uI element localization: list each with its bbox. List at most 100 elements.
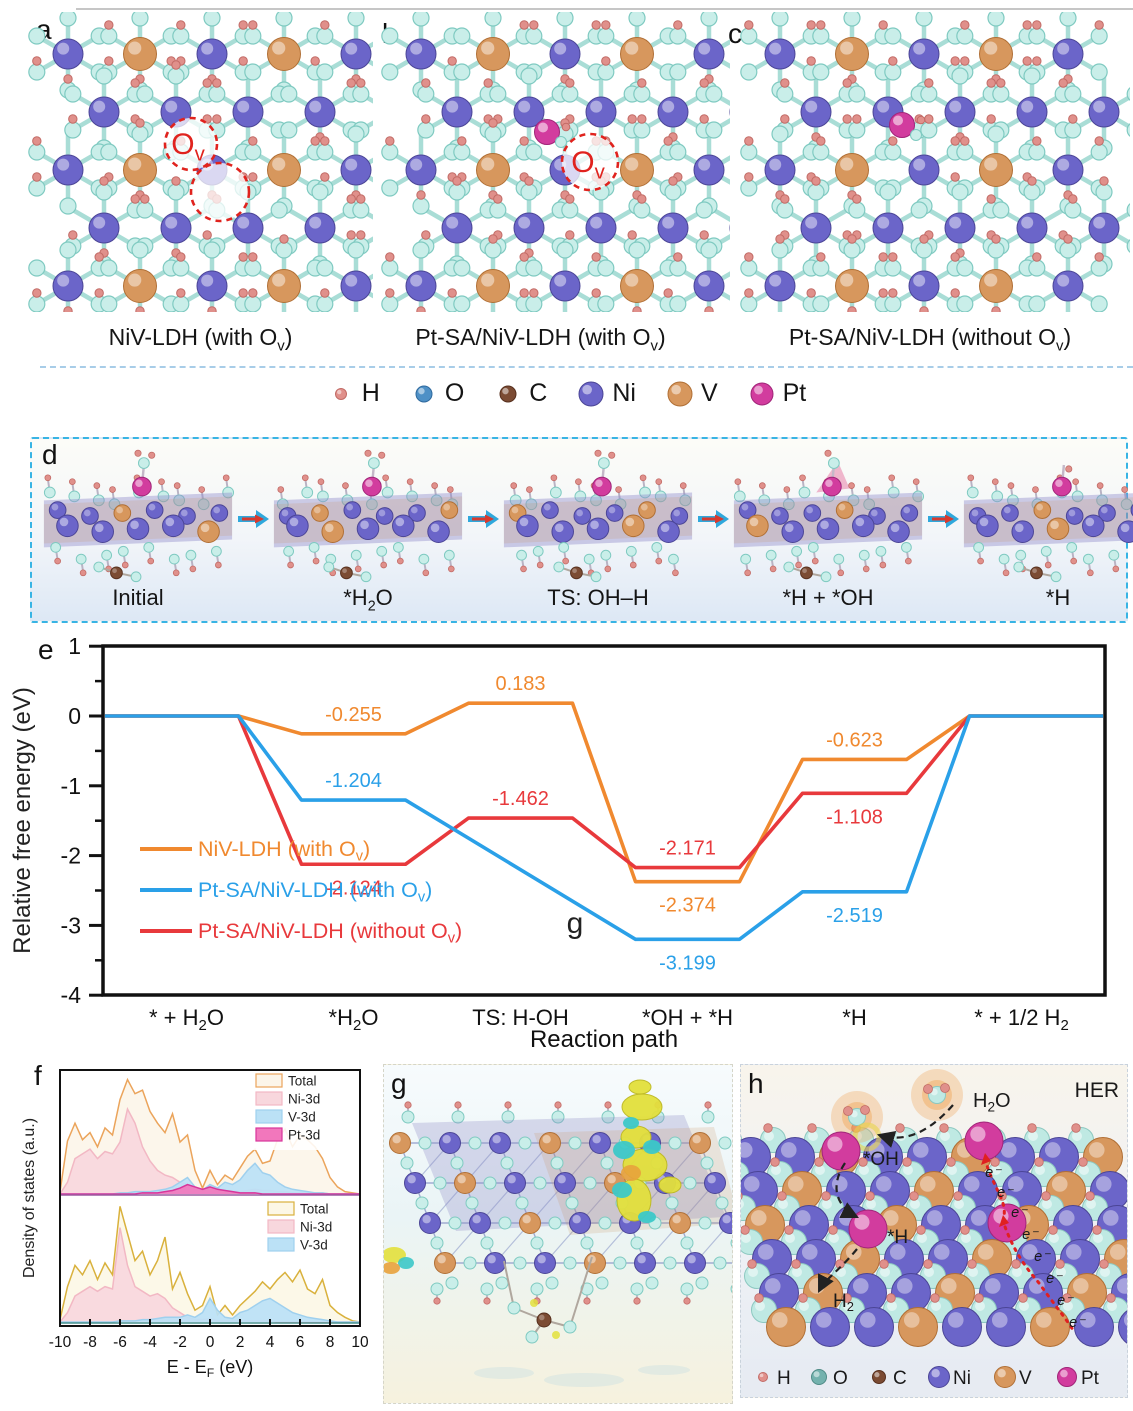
top-rule: [76, 8, 1133, 10]
svg-text:Density of states (a.u.): Density of states (a.u.): [21, 1118, 38, 1278]
svg-text:e⁻: e⁻: [1011, 1205, 1028, 1221]
svg-text:e⁻: e⁻: [1069, 1315, 1086, 1331]
svg-text:4: 4: [266, 1334, 275, 1351]
pathway-structure: [733, 449, 925, 583]
svg-text:Pt-3d: Pt-3d: [288, 1128, 320, 1143]
pt-single-atom: [821, 1131, 861, 1171]
svg-text:HER: HER: [1075, 1079, 1119, 1102]
pathway-step-label: Initial: [112, 585, 164, 610]
pt-single-atom: [964, 1121, 1004, 1161]
svg-text:* + 1/2 H2: * + 1/2 H2: [974, 1005, 1069, 1034]
svg-text:V: V: [1019, 1368, 1032, 1389]
step-arrow-icon: [468, 510, 499, 528]
svg-text:Ni: Ni: [953, 1368, 971, 1389]
svg-text:*H: *H: [842, 1005, 866, 1030]
legend-label: Ni: [612, 378, 636, 407]
h-atom-icon: [334, 388, 347, 400]
pt-single-atom: [592, 476, 612, 497]
svg-text:-0.623: -0.623: [826, 729, 883, 751]
svg-text:TS: H-OH: TS: H-OH: [472, 1005, 569, 1030]
svg-text:-1.462: -1.462: [492, 788, 549, 810]
caption-b: Pt-SA/NiV-LDH (with Ov): [415, 324, 666, 355]
svg-text:H2: H2: [833, 1291, 854, 1314]
legend-item-v: V: [666, 379, 718, 408]
svg-text:*H: *H: [887, 1227, 908, 1248]
panel-d-pathway: Initial *H2O TS: OH–H *H + *OH *H: [30, 437, 1133, 623]
svg-text:0: 0: [68, 703, 81, 729]
svg-text:e⁻: e⁻: [1022, 1227, 1039, 1243]
svg-text:* + H2O: * + H2O: [149, 1005, 224, 1034]
pathway-structure: [43, 449, 235, 583]
dos-series-v-3d: [60, 1296, 360, 1323]
legend-label: Pt: [782, 378, 807, 407]
svg-text:V-3d: V-3d: [300, 1238, 328, 1253]
pathway-step-1: *H2O: [270, 443, 466, 614]
svg-text:C: C: [893, 1368, 907, 1389]
svg-text:Ni-3d: Ni-3d: [288, 1092, 320, 1107]
legend-label: C: [529, 378, 548, 407]
svg-text:-2: -2: [173, 1334, 187, 1351]
panel-g-scene: [384, 1079, 732, 1387]
oxygen-vacancy-circle: [560, 132, 620, 192]
svg-text:H: H: [777, 1368, 791, 1389]
water-to-oh-arrow: [876, 1104, 954, 1148]
pathway-step-4: *H: [960, 443, 1133, 611]
svg-text:Pt: Pt: [1081, 1368, 1100, 1389]
svg-text:-2.374: -2.374: [659, 895, 716, 917]
caption-c: Pt-SA/NiV-LDH (without Ov): [788, 324, 1072, 355]
svg-text:e⁻: e⁻: [1057, 1293, 1074, 1309]
pathway-step-label: TS: OH–H: [547, 585, 649, 610]
panel-h-scene: e⁻ e⁻ e⁻ e⁻ e⁻ e⁻ e⁻ e⁻ H2O HER *OH *H H2 H O C Ni V Pt: [741, 1069, 1127, 1395]
pt-single-atom: [889, 112, 915, 138]
svg-text:1: 1: [68, 633, 81, 659]
svg-text:-4: -4: [61, 982, 82, 1008]
charge-isosurface: [384, 1079, 682, 1274]
svg-text:Ni-3d: Ni-3d: [300, 1220, 332, 1235]
dos-series-pt-3d: [60, 1183, 360, 1195]
svg-text:Relative free energy (eV): Relative free energy (eV): [9, 687, 36, 954]
svg-text:g: g: [567, 907, 584, 940]
h-to-h2-arrow: [818, 1248, 858, 1293]
svg-text:Total: Total: [300, 1202, 329, 1217]
panel-label-c: c: [728, 18, 742, 49]
svg-text:Ov: Ov: [571, 146, 605, 184]
pt-single-atom: [362, 476, 382, 497]
svg-text:*OH: *OH: [863, 1149, 899, 1170]
pathway-step-label: *H2O: [343, 585, 393, 615]
legend-item-h: H: [327, 379, 380, 408]
svg-text:-8: -8: [83, 1334, 97, 1351]
svg-text:-2.171: -2.171: [659, 838, 716, 860]
panel-g-charge-density: [383, 1064, 733, 1404]
legend-item-ni: Ni: [577, 379, 636, 408]
svg-text:e⁻: e⁻: [1046, 1271, 1063, 1287]
pathway-structure: [273, 449, 463, 583]
oxygen-vacancy-circle: [163, 116, 219, 172]
svg-text:Ov: Ov: [171, 128, 205, 166]
svg-text:-1: -1: [61, 773, 81, 799]
legend-label: H: [361, 378, 380, 407]
svg-text:*H2O: *H2O: [329, 1005, 379, 1034]
svg-text:-2.519: -2.519: [826, 905, 883, 927]
caption-a: NiV-LDH (with Ov): [108, 324, 293, 355]
svg-text:Pt-SA/NiV-LDH (without Ov): Pt-SA/NiV-LDH (without Ov): [198, 919, 462, 947]
svg-text:-1.204: -1.204: [325, 770, 382, 792]
svg-text:O: O: [833, 1368, 848, 1389]
panel-label-f: f: [34, 1060, 42, 1091]
svg-text:Pt-SA/NiV-LDH (with Ov): Pt-SA/NiV-LDH (with Ov): [198, 878, 432, 906]
legend-label: V: [700, 378, 718, 407]
svg-text:-2: -2: [61, 843, 81, 869]
pathway-step-3: *H + *OH: [730, 443, 926, 611]
svg-text:8: 8: [326, 1334, 335, 1351]
svg-text:-6: -6: [113, 1334, 127, 1351]
panel-b-structure: Ov: [381, 12, 730, 312]
svg-text:-3: -3: [61, 912, 81, 938]
svg-text:-1.108: -1.108: [826, 806, 883, 828]
panel-label-g: g: [391, 1068, 407, 1099]
pathway-step-label: *H + *OH: [782, 585, 874, 610]
svg-text:*OH + *H: *OH + *H: [642, 1005, 733, 1030]
pt-single-atom: [534, 119, 560, 145]
pathway-structure: [963, 464, 1133, 583]
legend-item-c: C: [494, 379, 547, 408]
atom-legend: H O C Ni V Pt: [0, 372, 1133, 414]
